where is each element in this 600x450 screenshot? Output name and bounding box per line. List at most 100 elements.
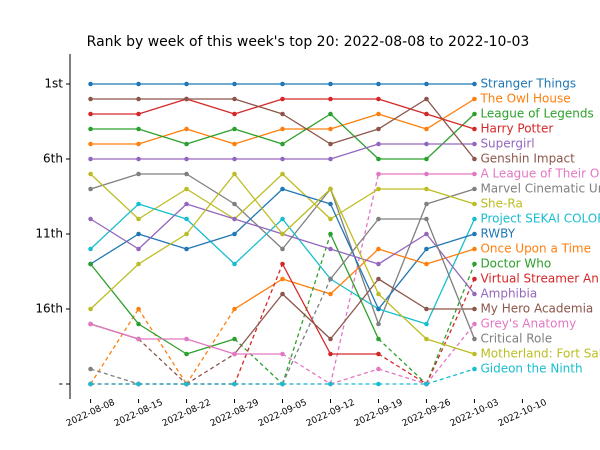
line-segment xyxy=(426,98,475,130)
line-segment xyxy=(234,218,283,265)
point xyxy=(328,126,333,132)
point xyxy=(280,276,285,282)
point xyxy=(184,216,189,222)
y-tick-label: - xyxy=(59,377,63,391)
point xyxy=(88,111,93,117)
line-segment xyxy=(138,128,187,145)
line-segment xyxy=(330,368,379,385)
point xyxy=(328,351,333,357)
point xyxy=(184,81,189,87)
point xyxy=(424,306,429,312)
point xyxy=(136,141,141,147)
y-tick-label: 11th xyxy=(35,227,63,241)
point xyxy=(328,141,333,147)
point xyxy=(136,321,141,327)
line-segment xyxy=(234,218,283,235)
line-segment xyxy=(186,128,235,145)
point xyxy=(472,111,477,117)
y-tick-label: 6th xyxy=(43,152,63,166)
point xyxy=(280,156,285,162)
legend-label: League of Legends xyxy=(480,107,593,121)
line-segment xyxy=(90,263,140,325)
point xyxy=(424,96,429,102)
point xyxy=(184,201,189,207)
y-tick-label: 1st xyxy=(44,77,63,91)
point xyxy=(376,366,381,372)
point xyxy=(376,81,381,87)
line-segment xyxy=(186,338,235,355)
line-segment xyxy=(425,218,476,325)
line-segment xyxy=(378,98,427,130)
point xyxy=(88,96,93,102)
point xyxy=(280,96,285,102)
point xyxy=(232,351,237,357)
point xyxy=(328,381,333,387)
point xyxy=(376,171,381,177)
line-segment xyxy=(426,338,475,355)
point xyxy=(376,291,381,297)
point xyxy=(136,216,141,222)
line-segment xyxy=(186,203,235,220)
point xyxy=(376,246,381,252)
line-segment xyxy=(330,188,379,220)
line-segment xyxy=(234,338,283,385)
point xyxy=(280,126,285,132)
point xyxy=(184,351,189,357)
line-segment xyxy=(138,233,187,265)
line-segment xyxy=(234,128,283,145)
point xyxy=(88,366,93,372)
point xyxy=(376,111,381,117)
point xyxy=(376,216,381,222)
line-segment xyxy=(329,278,379,340)
line-segment xyxy=(425,278,476,385)
point xyxy=(280,81,285,87)
line-segment xyxy=(426,188,475,205)
point xyxy=(184,381,189,387)
line-segment xyxy=(378,338,427,385)
point xyxy=(472,186,477,192)
point xyxy=(328,201,333,207)
line-segment xyxy=(426,113,475,160)
line-segment xyxy=(425,218,476,340)
line-segment xyxy=(186,98,235,115)
point xyxy=(88,81,93,87)
point xyxy=(136,156,141,162)
point xyxy=(472,306,477,312)
line-segment xyxy=(426,368,475,385)
line-segment xyxy=(90,173,139,220)
point xyxy=(424,216,429,222)
line-segment xyxy=(378,293,427,340)
line-segment xyxy=(282,353,331,385)
line-segment xyxy=(378,278,427,310)
legend-label: Genshin Impact xyxy=(480,152,575,166)
point xyxy=(136,261,141,267)
point xyxy=(328,216,333,222)
point xyxy=(232,126,237,132)
line-segment xyxy=(186,173,236,235)
legend-label: Amphibia xyxy=(480,287,537,301)
line-segment xyxy=(90,323,139,340)
legend-label: Motherland: Fort Salem xyxy=(480,347,600,361)
line-segment xyxy=(329,188,380,295)
line-segment xyxy=(234,293,284,355)
point xyxy=(232,141,237,147)
point xyxy=(328,276,333,282)
point xyxy=(472,261,477,267)
point xyxy=(232,81,237,87)
line-segment xyxy=(329,218,379,280)
point xyxy=(184,186,189,192)
legend-label: Gideon the Ninth xyxy=(480,362,582,376)
point xyxy=(280,291,285,297)
point xyxy=(232,261,237,267)
point xyxy=(424,246,429,252)
point xyxy=(280,171,285,177)
line-segment xyxy=(90,263,139,310)
point xyxy=(472,336,477,342)
line-segment xyxy=(90,173,139,190)
point xyxy=(136,111,141,117)
point xyxy=(136,126,141,132)
line-segment xyxy=(426,113,475,130)
point xyxy=(328,336,333,342)
line-segment xyxy=(377,203,428,325)
